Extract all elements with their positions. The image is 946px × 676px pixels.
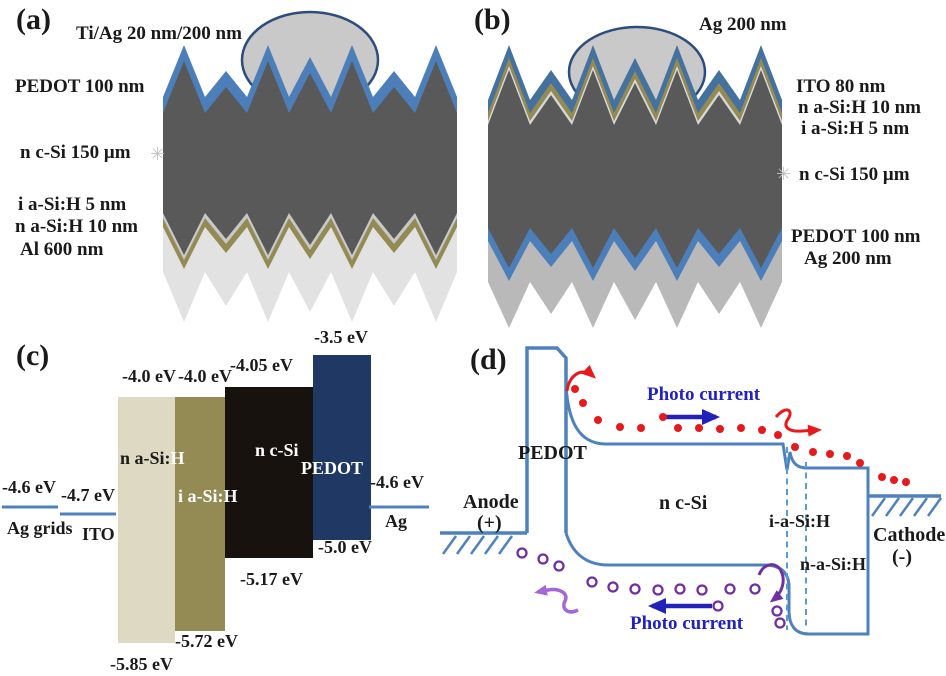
panel-b-ito-label: ITO 80 nm	[796, 76, 886, 97]
cathode-label: Cathode	[873, 524, 946, 546]
c-si-body	[163, 61, 457, 255]
pedot-barrier	[525, 346, 568, 533]
level-pedot-top: -3.5 eV	[314, 327, 368, 347]
panel-b-ag-label: Ag 200 nm	[804, 248, 892, 269]
hole-flow-arrow	[534, 584, 579, 614]
panel-a-nasih-label: n a-Si:H 10 nm	[15, 216, 138, 237]
panel-a-al-label: Al 600 nm	[20, 239, 104, 260]
panel-a-tag: (a)	[16, 3, 51, 36]
panel-b-iasih-label: i a-Si:H 5 nm	[801, 118, 910, 139]
panel-b-nasih-label: n a-Si:H 10 nm	[798, 97, 921, 118]
photo-current-label-bottom: Photo current	[630, 613, 744, 634]
panel-a-iasih-label: i a-Si:H 5 nm	[18, 194, 127, 215]
anode-sign: (+)	[477, 512, 502, 534]
level-ncsi-bottom: -5.17 eV	[240, 569, 303, 589]
bar-pedot-name: PEDOT	[301, 458, 364, 478]
panel-a-structure	[163, 10, 457, 322]
panel-a-pedot-label: PEDOT 100 nm	[15, 76, 145, 97]
ito-name: ITO	[82, 524, 115, 544]
conduction-band	[564, 384, 870, 636]
nasih-region-label: n-a-Si:H	[800, 554, 867, 574]
ag-grids-name: Ag grids	[7, 518, 73, 538]
pedot-barrier-label: PEDOT	[518, 442, 587, 464]
bar-nasih-name-main: n a-Si:	[120, 448, 171, 468]
panel-c-band-bars	[2, 355, 429, 643]
level-ag-grids: -4.6 eV	[2, 477, 56, 497]
cathode-sign: (-)	[892, 546, 912, 568]
panel-b-ncsi-label: n c-Si 150 μm	[799, 164, 910, 185]
panel-c-tag: (c)	[16, 339, 50, 372]
level-iasih-top: -4.0 eV	[178, 366, 232, 386]
anode-ground-hatch	[441, 535, 514, 555]
photo-current-label-top: Photo current	[647, 384, 761, 405]
level-nasih-bottom: -5.85 eV	[110, 654, 173, 674]
level-ag: -4.6 eV	[370, 472, 424, 492]
bar-pedot	[313, 355, 371, 540]
c-si-body	[488, 70, 782, 268]
panel-a-electrode-label: Ti/Ag 20 nm/200 nm	[76, 23, 242, 44]
anode-label: Anode	[463, 491, 519, 513]
bar-nasih-name-tail: H	[170, 448, 185, 468]
bar-n-csi	[225, 387, 313, 558]
panel-d-tag: (d)	[470, 343, 507, 376]
level-iasih-bottom: -5.72 eV	[175, 631, 238, 651]
electron-hop-arrow	[565, 364, 596, 392]
hole-hook-arrow	[757, 563, 785, 603]
electron-dots	[571, 385, 910, 486]
bar-n-asih	[118, 397, 175, 643]
ncsi-region-label: n c-Si	[659, 492, 708, 514]
electron-flow-arrow	[774, 408, 822, 437]
panel-d-band-diagram	[440, 346, 943, 636]
level-nasih-top: -4.0 eV	[122, 366, 176, 386]
panel-b-tag: (b)	[474, 3, 511, 36]
level-pedot-bottom: -5.0 eV	[318, 537, 372, 557]
panel-b-structure	[488, 25, 782, 328]
cathode-ground-hatch	[870, 497, 943, 517]
hole-circles	[516, 547, 786, 629]
panel-b-pedot-label: PEDOT 100 nm	[791, 226, 921, 247]
break-mark-icon: ✳	[776, 164, 792, 184]
panel-b-electrode-label: Ag 200 nm	[699, 14, 787, 35]
break-mark-icon: ✳	[150, 144, 166, 164]
level-ncsi-top: -4.05 eV	[230, 355, 293, 375]
iasih-region-label: i-a-Si:H	[769, 511, 830, 531]
bar-nasih-name: n a-Si:H	[120, 449, 185, 468]
level-ito: -4.7 eV	[61, 485, 115, 505]
bar-iasih-name: i a-Si:H	[178, 486, 238, 506]
panel-a-ncsi-label: n c-Si 150 μm	[20, 142, 131, 163]
bar-ncsi-name: n c-Si	[255, 440, 299, 460]
ag-name: Ag	[385, 511, 407, 531]
bar-i-asih	[175, 397, 225, 631]
